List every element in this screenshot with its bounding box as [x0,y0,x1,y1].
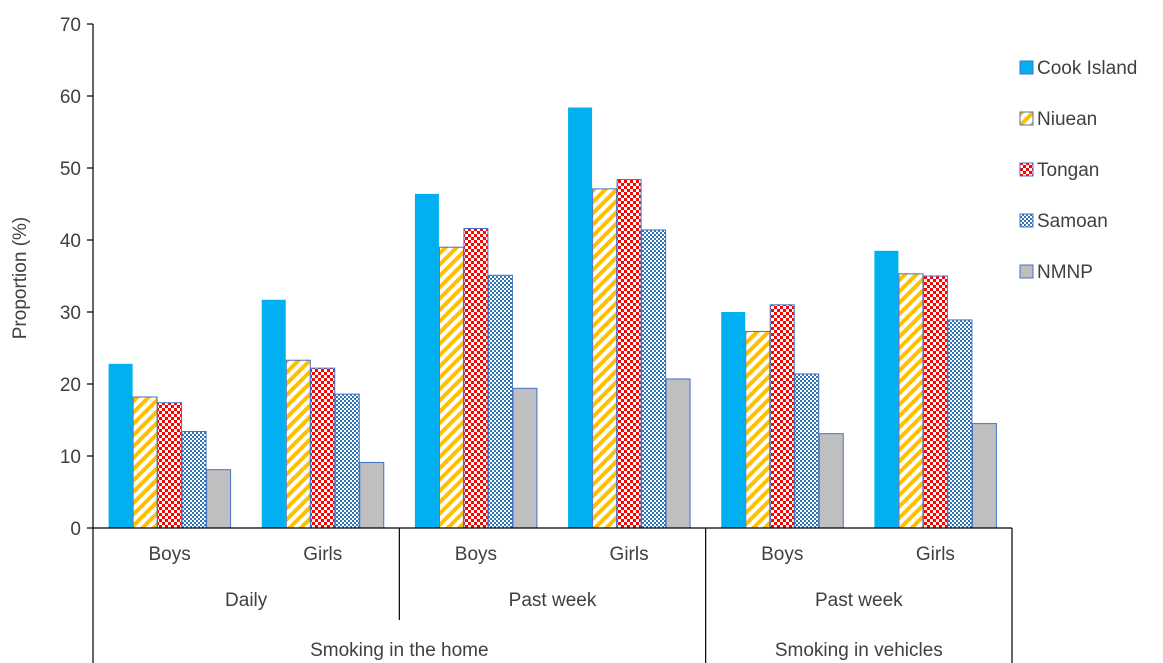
legend-label: Cook Island [1037,58,1137,79]
bar [874,250,899,529]
bar [769,304,795,529]
bar [359,461,385,529]
legend-swatch [1019,264,1034,279]
bar [334,393,360,529]
bar [568,107,593,529]
bar [665,378,691,529]
bar [922,275,948,529]
bar [438,246,464,529]
x-tick-label: Boys [148,544,190,565]
bar [463,227,489,529]
y-tick-label: 60 [60,87,81,108]
bar [285,359,311,529]
legend-label: Niuean [1037,109,1097,130]
bar [261,299,286,528]
x-tick-label: Boys [761,544,803,565]
bar [794,373,820,529]
x-tick-label: Boys [455,544,497,565]
x-tick-label: Girls [610,544,649,565]
x-tick-label: Girls [303,544,342,565]
legend-label: NMNP [1037,262,1093,283]
bar [898,273,924,529]
y-tick-label: 50 [60,159,81,180]
bar [414,193,439,529]
bar [512,387,538,529]
x-supergroup-label: Smoking in the home [310,640,489,661]
bar [108,363,133,528]
x-group-label: Daily [225,590,268,611]
x-group-label: Past week [815,590,903,611]
y-tick-label: 40 [60,231,81,252]
legend-swatch [1019,162,1034,177]
bar [206,469,232,529]
legend: Cook Island Niuean Tongan Samoan NMNP [1019,58,1137,283]
axes [92,24,1013,663]
bar [721,312,746,528]
bar [641,229,667,529]
y-tick-label: 0 [70,519,81,540]
bar [947,319,973,529]
bar [181,431,207,529]
y-tick-label: 20 [60,375,81,396]
bar [157,402,183,529]
bar [818,433,844,529]
legend-label: Samoan [1037,211,1108,232]
bar [971,423,997,529]
bar [616,179,642,529]
bar [592,188,618,529]
y-tick-label: 70 [60,15,81,36]
y-axis-label: Proportion (%) [10,217,31,340]
bars [108,107,997,529]
bar [132,396,158,529]
bar [310,367,336,529]
legend-swatch [1019,111,1034,126]
y-tick-label: 10 [60,447,81,468]
x-tick-label: Girls [916,544,955,565]
legend-swatch [1019,60,1034,75]
y-tick-label: 30 [60,303,81,324]
y-axis-ticks: 0 10 20 30 40 50 60 70 [60,15,93,540]
x-group-label: Past week [509,590,597,611]
bar [745,330,771,529]
x-supergroup-label: Smoking in vehicles [775,640,943,661]
bar [487,274,513,529]
x-axis-labels: Boys Girls Boys Girls Boys Girls Daily Past wee… [148,544,954,661]
legend-label: Tongan [1037,160,1099,181]
legend-swatch [1019,213,1034,228]
